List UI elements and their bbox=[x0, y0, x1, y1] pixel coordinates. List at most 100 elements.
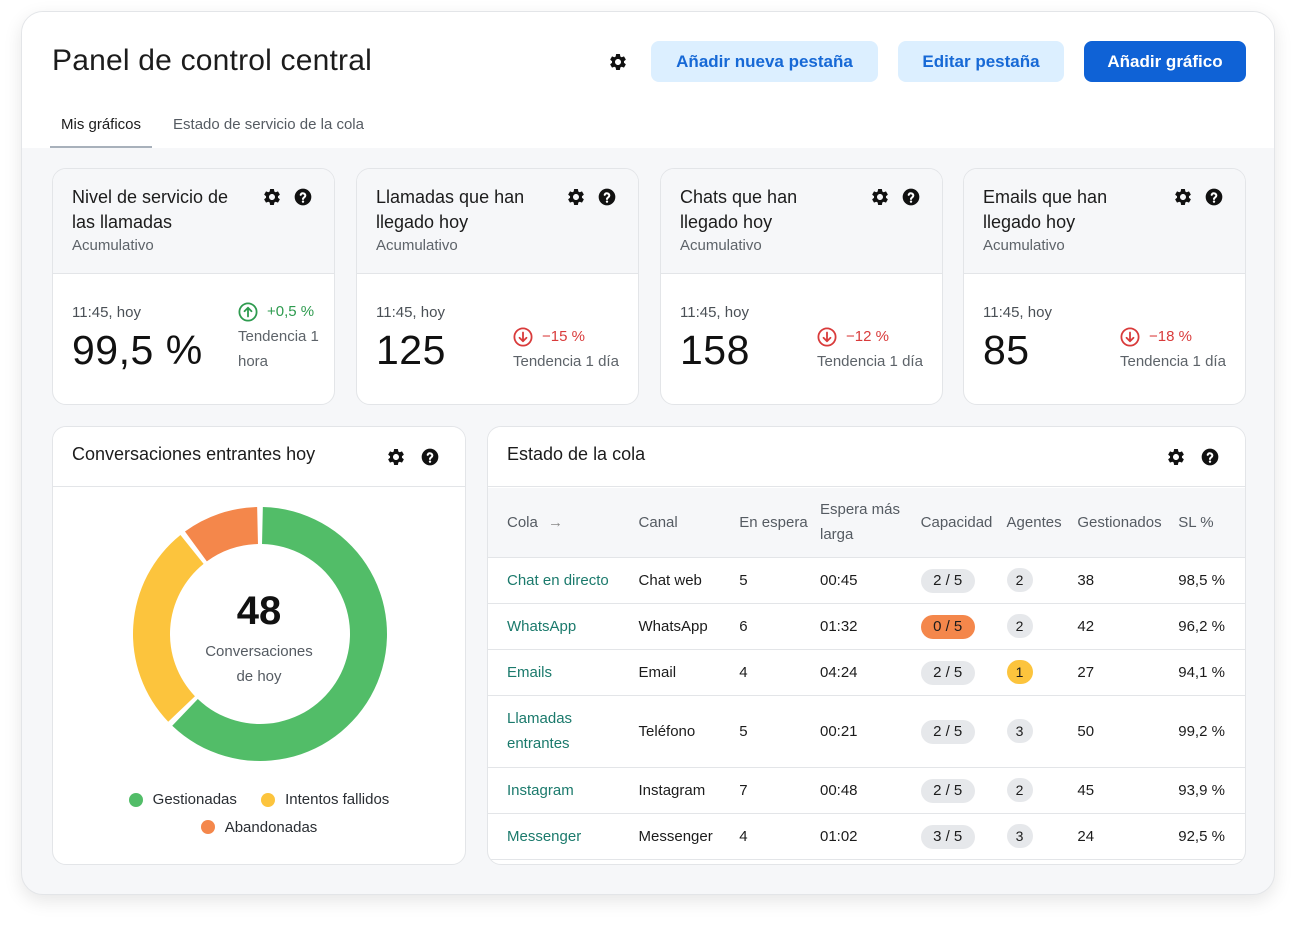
kpi-card-header: Nivel de servicio de las llamadas Acumul… bbox=[53, 169, 334, 274]
handled-cell: 42 bbox=[1077, 603, 1179, 650]
legend-item-failed: Intentos fallidos bbox=[261, 787, 389, 812]
help-icon[interactable] bbox=[420, 447, 440, 467]
kpi-time: 11:45, hoy bbox=[72, 304, 141, 321]
table-row[interactable]: Llamadas entrantes Teléfono 5 00:21 2 / 5 3 50… bbox=[488, 695, 1245, 768]
kpi-time: 11:45, hoy bbox=[376, 304, 445, 321]
donut-center-label-line1: Conversaciones bbox=[205, 643, 313, 660]
kpi-card-header: Emails que han llegado hoy Acumulativo bbox=[964, 169, 1245, 274]
handled-cell: 50 bbox=[1077, 695, 1179, 768]
agents-badge: 2 bbox=[1006, 567, 1033, 592]
channel-cell: Teléfono bbox=[638, 695, 740, 768]
kpi-value: 85 bbox=[983, 327, 1030, 373]
trend-value: −12 % bbox=[846, 328, 889, 345]
trend-value: −18 % bbox=[1149, 328, 1192, 345]
kpi-value: 158 bbox=[680, 327, 750, 373]
channel-cell: Messenger bbox=[638, 813, 740, 860]
capacity-cell: 2 / 5 bbox=[920, 695, 1007, 768]
sort-arrow-icon[interactable]: → bbox=[548, 513, 564, 531]
trend-label: Tendencia 1 día bbox=[817, 353, 923, 370]
donut-total: 48 bbox=[236, 589, 282, 633]
longest-wait-cell: 01:32 bbox=[819, 603, 921, 650]
help-icon[interactable] bbox=[1200, 447, 1220, 467]
trend-down-icon bbox=[817, 326, 837, 347]
help-icon[interactable] bbox=[293, 187, 313, 207]
page-title: Panel de control central bbox=[52, 44, 372, 77]
kpi-time: 11:45, hoy bbox=[983, 304, 1052, 321]
sl-cell: 93,9 % bbox=[1178, 767, 1245, 814]
kpi-value: 125 bbox=[376, 327, 446, 373]
gear-icon[interactable] bbox=[386, 447, 406, 467]
column-header-queue[interactable]: Cola → bbox=[488, 488, 639, 558]
queue-table-header-row: Cola → Canal En espera Espera más larga … bbox=[488, 488, 1245, 558]
waiting-cell: 5 bbox=[739, 695, 820, 768]
edit-tab-button[interactable]: Editar pestaña bbox=[898, 41, 1064, 82]
agents-cell: 1 bbox=[1006, 649, 1078, 696]
kpi-value: 99,5 % bbox=[72, 327, 203, 373]
table-row[interactable]: WhatsApp WhatsApp 6 01:32 0 / 5 2 42 96,2 % bbox=[488, 603, 1245, 650]
column-header-channel: Canal bbox=[638, 488, 740, 558]
agents-badge: 2 bbox=[1006, 613, 1033, 638]
sl-cell: 92,5 % bbox=[1178, 813, 1245, 860]
queue-name-link[interactable]: Chat en directo bbox=[488, 557, 639, 604]
sl-cell: 96,2 % bbox=[1178, 603, 1245, 650]
kpi-subtitle: Acumulativo bbox=[376, 237, 458, 254]
trend-value: −15 % bbox=[542, 328, 585, 345]
queue-name-link[interactable]: Instagram bbox=[488, 767, 639, 814]
legend-dot bbox=[128, 792, 143, 807]
handled-cell: 27 bbox=[1077, 649, 1179, 696]
kpi-card-header: Llamadas que han llegado hoy Acumulativo bbox=[357, 169, 638, 274]
kpi-title: Llamadas que han llegado hoy bbox=[376, 187, 525, 232]
add-chart-button[interactable]: Añadir gráfico bbox=[1084, 41, 1246, 82]
longest-wait-cell: 01:02 bbox=[819, 813, 921, 860]
channel-cell: Chat web bbox=[638, 557, 740, 604]
queue-table: Cola → Canal En espera Espera más larga … bbox=[488, 488, 1245, 860]
kpi-card-service-level: Nivel de servicio de las llamadas Acumul… bbox=[52, 168, 335, 405]
table-row[interactable]: Chat en directo Chat web 5 00:45 2 / 5 2 38 98,… bbox=[488, 557, 1245, 604]
queue-card-header: Estado de la cola bbox=[488, 427, 1245, 487]
agents-badge: 3 bbox=[1006, 718, 1033, 743]
help-icon[interactable] bbox=[1204, 187, 1224, 207]
waiting-cell: 6 bbox=[739, 603, 820, 650]
trend-label: Tendencia 1 día bbox=[513, 353, 619, 370]
help-icon[interactable] bbox=[597, 187, 617, 207]
conversations-donut-chart bbox=[133, 507, 388, 761]
table-row[interactable]: Messenger Messenger 4 01:02 3 / 5 3 24 92,5 % bbox=[488, 813, 1245, 860]
tab-my-charts[interactable]: Mis gráficos bbox=[50, 112, 153, 148]
legend-label: Intentos fallidos bbox=[285, 791, 390, 808]
gear-icon[interactable] bbox=[870, 187, 890, 207]
agents-cell: 2 bbox=[1006, 767, 1078, 814]
gear-icon[interactable] bbox=[566, 187, 586, 207]
add-tab-button[interactable]: Añadir nueva pestaña bbox=[651, 41, 878, 82]
legend-label: Abandonadas bbox=[224, 818, 318, 836]
donut-center-label-line2: de hoy bbox=[236, 668, 282, 685]
column-header-waiting: En espera bbox=[739, 488, 820, 558]
dashboard-settings-gear-icon[interactable] bbox=[608, 52, 628, 72]
legend-item-abandoned: Abandonadas bbox=[200, 815, 318, 840]
handled-cell: 24 bbox=[1077, 813, 1179, 860]
kpi-trend: +0,5 % Tendencia 1 hora bbox=[238, 299, 328, 374]
handled-cell: 45 bbox=[1077, 767, 1179, 814]
kpi-subtitle: Acumulativo bbox=[983, 237, 1065, 254]
gear-icon[interactable] bbox=[1166, 447, 1186, 467]
tab-queue-service-status[interactable]: Estado de servicio de la cola bbox=[173, 116, 364, 133]
tab-bar: Mis gráficos Estado de servicio de la co… bbox=[50, 112, 375, 148]
table-row[interactable]: Instagram Instagram 7 00:48 2 / 5 2 45 93,9 % bbox=[488, 767, 1245, 814]
column-header-handled: Gestionados bbox=[1077, 488, 1179, 558]
table-row[interactable]: Emails Email 4 04:24 2 / 5 1 27 94,1 % bbox=[488, 649, 1245, 696]
help-icon[interactable] bbox=[901, 187, 921, 207]
queue-name-link[interactable]: Emails bbox=[488, 649, 639, 696]
longest-wait-cell: 00:45 bbox=[819, 557, 921, 604]
legend-item-handled: Gestionadas bbox=[128, 787, 237, 812]
gear-icon[interactable] bbox=[1173, 187, 1193, 207]
agents-cell: 3 bbox=[1006, 695, 1078, 768]
capacity-cell: 3 / 5 bbox=[920, 813, 1007, 860]
trend-label: Tendencia 1 día bbox=[1120, 353, 1226, 370]
queue-title: Estado de la cola bbox=[507, 444, 646, 464]
queue-name-link[interactable]: WhatsApp bbox=[488, 603, 639, 650]
kpi-trend: −15 % Tendencia 1 día bbox=[513, 324, 633, 374]
kpi-card-chats-today: Chats que han llegado hoy Acumulativo 11… bbox=[660, 168, 943, 405]
queue-name-link[interactable]: Messenger bbox=[488, 813, 639, 860]
capacity-badge: 0 / 5 bbox=[920, 614, 975, 639]
gear-icon[interactable] bbox=[262, 187, 282, 207]
queue-name-link[interactable]: Llamadas entrantes bbox=[488, 695, 639, 768]
